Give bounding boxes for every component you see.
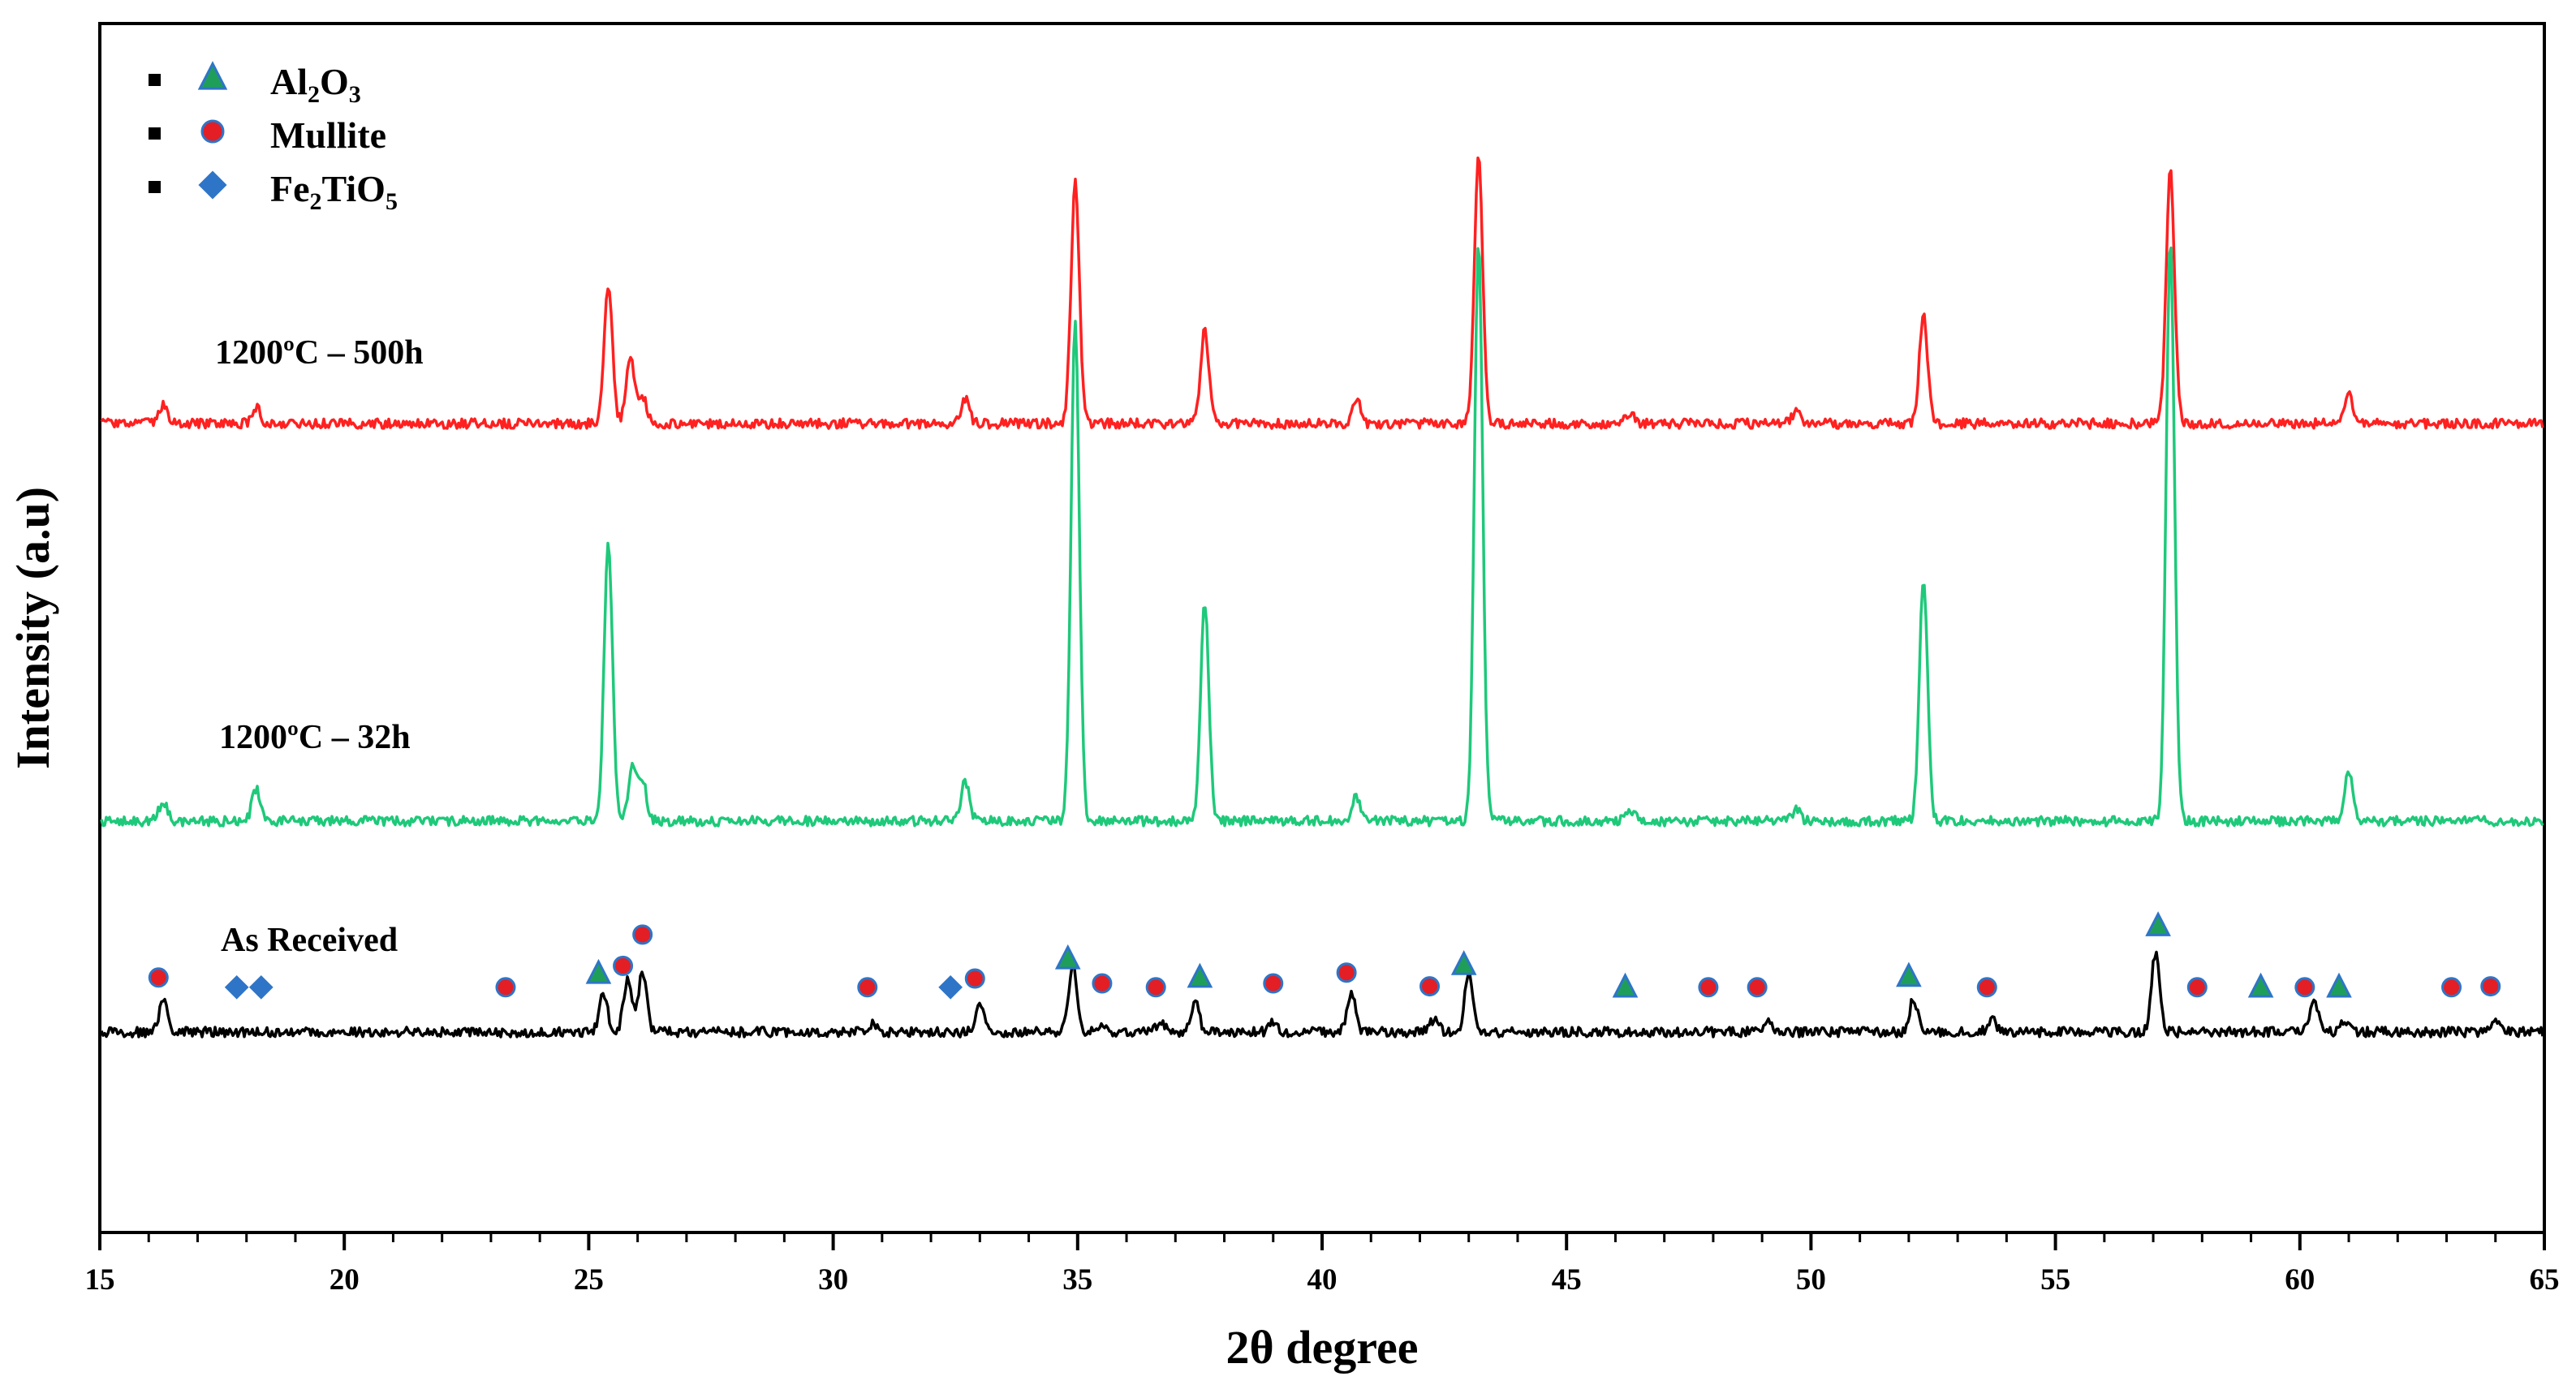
x-tick-label: 50 — [1796, 1263, 1826, 1297]
mullite-marker — [2480, 976, 2501, 997]
mullite-marker — [1263, 973, 1284, 994]
mullite-marker — [1419, 976, 1441, 997]
x-tick-label: 25 — [574, 1263, 604, 1297]
mullite-marker — [1976, 977, 1997, 998]
series-line-2 — [100, 950, 2544, 1039]
mullite-marker — [1698, 977, 1719, 998]
mullite-marker — [200, 119, 225, 144]
mullite-marker — [2186, 977, 2208, 998]
legend-label: Fe2TiO5 — [270, 168, 398, 215]
x-tick-label: 20 — [330, 1263, 360, 1297]
series-labels-layer: 1200ºC – 500h 1200ºC – 32h As Received — [215, 334, 424, 959]
al2o3-marker — [1896, 961, 1922, 987]
mullite-marker — [1747, 977, 1768, 998]
series-label: 1200ºC – 32h — [219, 719, 411, 756]
x-tick-label: 55 — [2040, 1263, 2070, 1297]
mullite-marker — [2441, 977, 2462, 998]
al2o3-marker — [585, 958, 612, 984]
x-tick-label: 15 — [85, 1263, 115, 1297]
fe2tio5-marker — [248, 974, 274, 1000]
series-label: 1200ºC – 500h — [215, 334, 424, 372]
mullite-marker — [1092, 973, 1113, 994]
series-line-0 — [100, 156, 2544, 430]
legend-bullet — [149, 181, 161, 193]
mullite-marker — [964, 968, 985, 989]
al2o3-marker — [2247, 972, 2274, 998]
mullite-marker — [857, 977, 878, 998]
series-layer — [100, 156, 2544, 1039]
x-tick-label: 35 — [1062, 1263, 1092, 1297]
x-tick-label: 40 — [1307, 1263, 1338, 1297]
legend-bullet — [149, 127, 161, 140]
mullite-marker — [613, 955, 634, 976]
fe2tio5-marker — [224, 974, 249, 1000]
fe2tio5-marker — [938, 974, 963, 1000]
al2o3-marker — [2145, 911, 2171, 936]
legend: Al2O3 Mullite Fe2TiO5 — [149, 61, 398, 215]
series-line-1 — [100, 246, 2544, 828]
mullite-marker — [148, 967, 169, 988]
legend-bullet — [149, 74, 161, 86]
mullite-marker — [1145, 977, 1166, 998]
al2o3-marker — [1054, 944, 1081, 970]
al2o3-marker — [1450, 950, 1477, 975]
legend-label: Al2O3 — [270, 61, 361, 108]
al2o3-marker — [2326, 972, 2352, 998]
mullite-marker — [2294, 977, 2315, 998]
legend-label: Mullite — [270, 114, 386, 156]
series-label: As Received — [221, 922, 398, 959]
x-tick-label: 65 — [2530, 1263, 2560, 1297]
x-tick-label: 60 — [2285, 1263, 2315, 1297]
x-axis-ticks: 15 20 25 30 35 40 45 50 55 60 65 — [85, 1232, 2560, 1297]
x-tick-label: 45 — [1552, 1263, 1582, 1297]
phase-markers-layer — [148, 911, 2501, 1000]
al2o3-marker — [197, 61, 228, 90]
mullite-marker — [632, 924, 653, 945]
al2o3-marker — [1612, 972, 1639, 998]
al2o3-marker — [1187, 962, 1213, 988]
mullite-marker — [1336, 962, 1357, 983]
fe2tio5-marker — [198, 170, 227, 200]
y-axis-title: Intensity (a.u) — [6, 487, 59, 769]
x-tick-label: 30 — [818, 1263, 848, 1297]
mullite-marker — [495, 977, 516, 998]
x-axis-title: 2θ degree — [1226, 1321, 1419, 1374]
